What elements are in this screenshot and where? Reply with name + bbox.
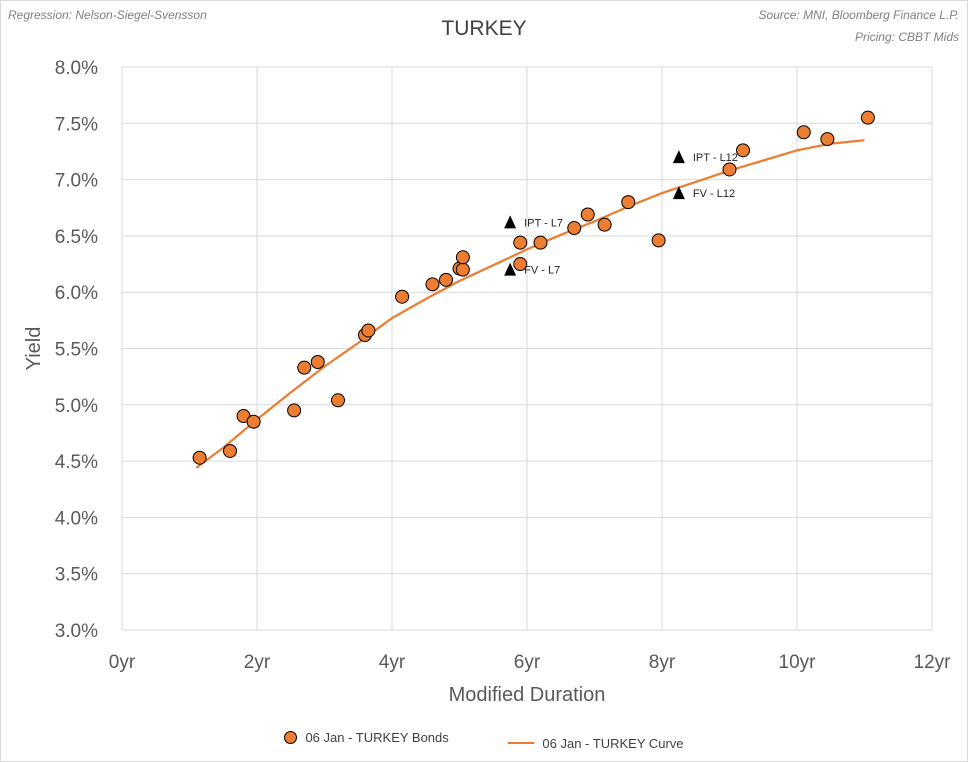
bond-point (820, 132, 835, 147)
y-tick-label: 5.5% (55, 340, 98, 361)
y-tick-label: 7.5% (55, 114, 98, 135)
x-tick-label: 6yr (514, 652, 541, 673)
curve-layer (195, 139, 865, 469)
bond-point (722, 162, 737, 177)
bond-point (580, 207, 595, 222)
bond-point (533, 235, 548, 250)
bond-point (192, 450, 207, 465)
y-tick-label: 3.0% (55, 621, 98, 642)
bond-point (860, 110, 875, 125)
bond-point (796, 125, 811, 140)
bond-point (455, 262, 470, 277)
y-tick-label: 4.5% (55, 452, 98, 473)
legend-line-icon (508, 742, 535, 744)
y-tick-label: 8.0% (55, 58, 98, 79)
bond-point (361, 323, 376, 338)
source-note: Source: MNI, Bloomberg Finance L.P. (758, 8, 959, 22)
marker-layer: IPT - L7 FV - L7 IPT - L12 FV - L12 (504, 150, 738, 277)
bond-point (287, 403, 302, 418)
y-tick-label: 7.0% (55, 171, 98, 192)
x-tick-label: 8yr (649, 652, 676, 673)
legend-item-bonds: 06 Jan - TURKEY Bonds (284, 730, 449, 745)
legend: 06 Jan - TURKEY Bonds 06 Jan - TURKEY Cu… (0, 730, 968, 751)
bond-point (439, 272, 453, 287)
x-tick-label: 2yr (244, 652, 271, 673)
y-tick-label: 3.5% (55, 565, 98, 586)
legend-item-curve: 06 Jan - TURKEY Curve (508, 735, 684, 751)
points-layer (192, 110, 875, 465)
bond-point (455, 250, 470, 265)
bond-point (223, 443, 237, 458)
marker-label: FV - L7 (524, 265, 560, 277)
bond-point (246, 414, 261, 429)
bond-point (310, 355, 325, 370)
x-tick-label: 10yr (779, 652, 817, 673)
chart-title: TURKEY (441, 17, 527, 40)
marker-label: IPT - L12 (693, 152, 738, 164)
bond-point (425, 277, 440, 292)
bond-point (297, 360, 312, 375)
bond-point (395, 289, 410, 304)
bond-point (513, 235, 528, 250)
y-tick-label: 4.0% (55, 508, 98, 529)
bond-point (567, 221, 582, 236)
tick-layer: 3.0% 3.5% 4.0% 4.5% 5.0% 5.5% 6.0% 6.5% 7.0% 7.5%… (55, 58, 951, 673)
plot-area: 3.0% 3.5% 4.0% 4.5% 5.0% 5.5% 6.0% 6.5% 7.0% 7.5%… (23, 58, 951, 706)
bond-point (651, 233, 666, 248)
marker-label: IPT - L7 (524, 217, 563, 229)
bond-point (513, 257, 528, 272)
bond-point (597, 217, 612, 232)
marker-triangle (672, 150, 685, 164)
regression-note: Regression: Nelson-Siegel-Svensson (8, 8, 207, 22)
yield-curve-line (195, 139, 865, 469)
bond-point (736, 143, 750, 158)
pricing-note: Pricing: CBBT Mids (854, 30, 959, 44)
marker-triangle (504, 215, 517, 229)
y-tick-label: 6.0% (55, 283, 98, 304)
grid-layer (121, 66, 933, 631)
marker-triangle (504, 262, 517, 276)
bond-point (621, 195, 636, 210)
legend-label-curve: 06 Jan - TURKEY Curve (542, 735, 684, 751)
x-tick-label: 4yr (379, 652, 406, 673)
marker-triangle (672, 186, 685, 200)
bond-point (331, 393, 345, 408)
x-tick-label: 0yr (109, 652, 136, 673)
y-tick-label: 5.0% (55, 396, 98, 417)
x-axis-title: Modified Duration (449, 684, 606, 706)
legend-dot-icon (284, 731, 298, 744)
legend-label-bonds: 06 Jan - TURKEY Bonds (305, 730, 449, 745)
y-axis-title: Yield (23, 327, 45, 371)
marker-label: FV - L12 (693, 188, 735, 200)
x-tick-label: 12yr (914, 652, 952, 673)
y-tick-label: 6.5% (55, 227, 98, 248)
